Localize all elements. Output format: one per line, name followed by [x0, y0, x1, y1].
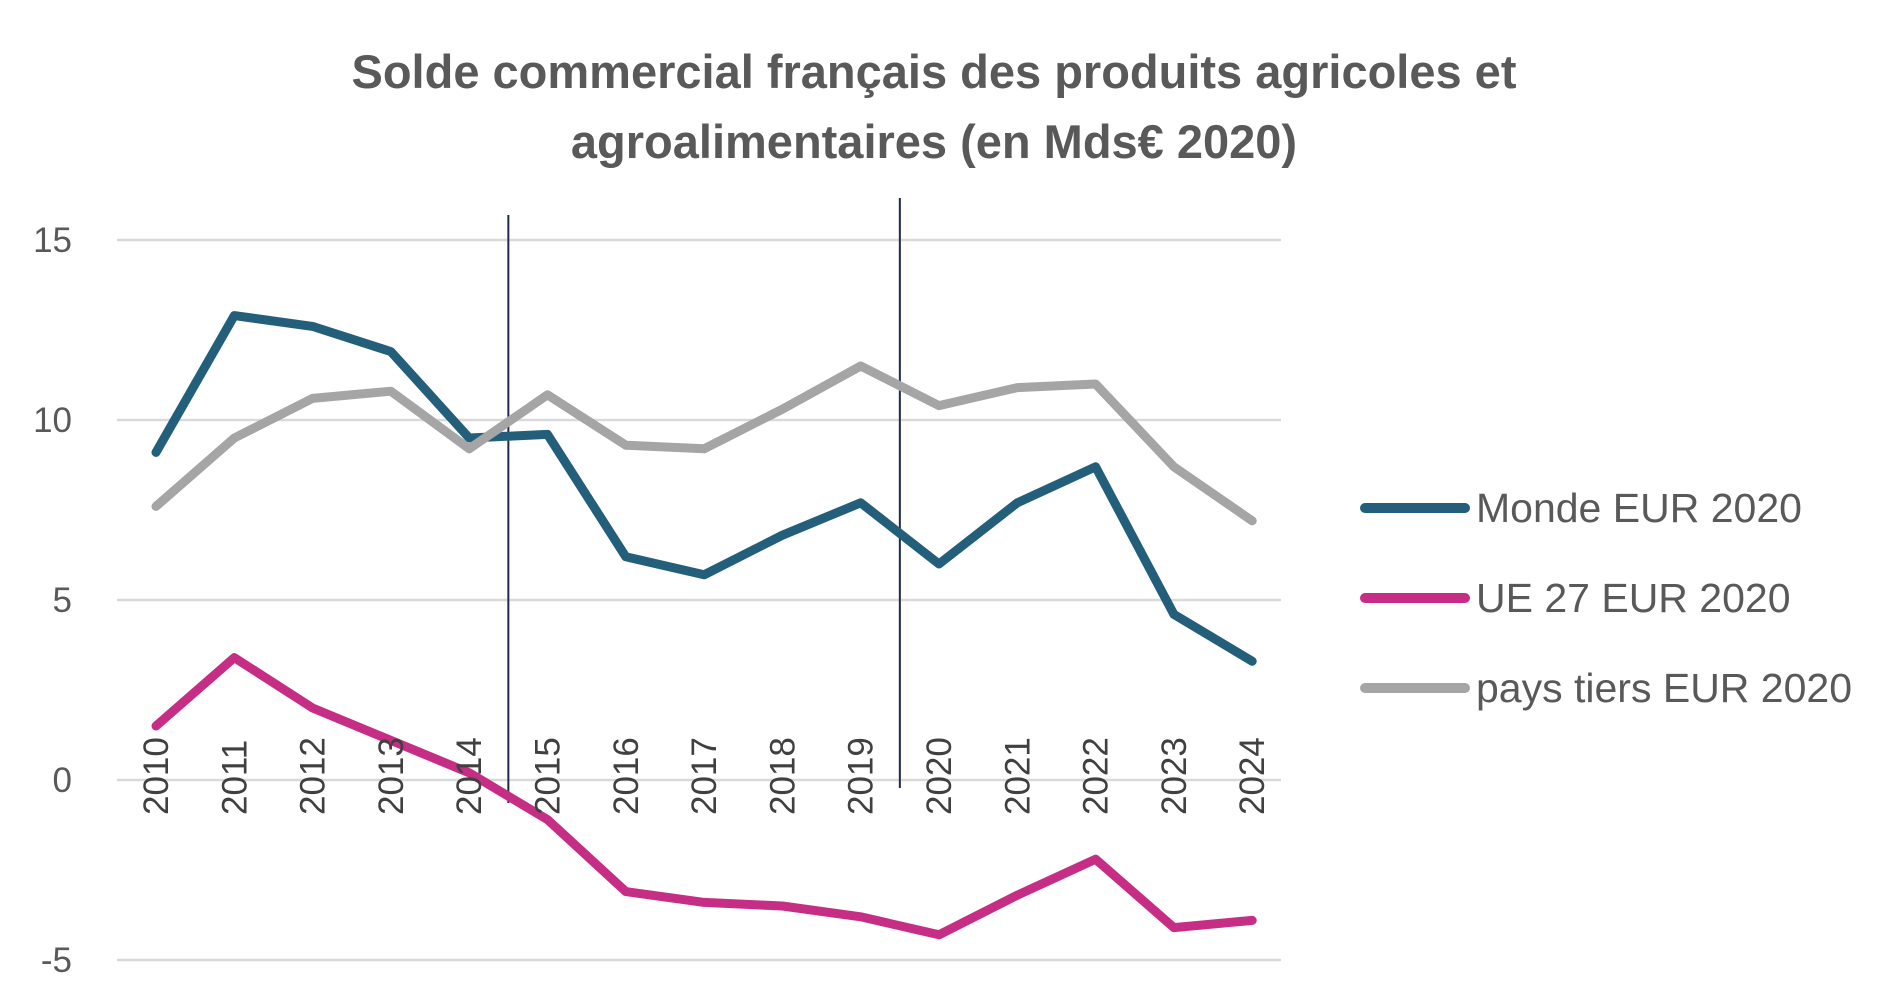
x-tick-label: 2012: [294, 737, 333, 815]
x-tick-label: 2013: [372, 737, 411, 815]
x-tick-label: 2017: [685, 737, 724, 815]
x-tick-label: 2011: [215, 740, 254, 815]
y-tick-label: 10: [33, 401, 72, 440]
x-tick-label: 2023: [1155, 737, 1194, 815]
x-tick-label: 2021: [998, 737, 1037, 815]
series-line: [151, 361, 1257, 526]
chart-title-line-2: agroalimentaires (en Mds€ 2020): [571, 115, 1297, 168]
x-tick-label: 2024: [1233, 737, 1272, 815]
chart-title-line-1: Solde commercial français des produits a…: [352, 45, 1517, 98]
y-tick-label: 0: [53, 761, 72, 800]
x-tick-label: 2019: [842, 737, 881, 815]
series-line: [151, 311, 1257, 666]
x-tick-label: 2020: [920, 737, 959, 815]
legend-label: pays tiers EUR 2020: [1476, 665, 1852, 711]
x-tick-label: 2016: [607, 737, 646, 815]
y-tick-label: 5: [53, 581, 72, 620]
y-tick-label: 15: [33, 221, 72, 260]
x-tick-label: 2015: [529, 737, 568, 815]
legend-label: UE 27 EUR 2020: [1476, 575, 1791, 621]
x-tick-label: 2018: [763, 737, 802, 815]
x-tick-label: 2014: [450, 737, 489, 815]
series-line: [151, 653, 1257, 940]
x-tick-label: 2022: [1077, 737, 1116, 815]
legend-label: Monde EUR 2020: [1476, 485, 1802, 531]
x-tick-label: 2010: [137, 737, 176, 815]
y-tick-label: -5: [41, 941, 72, 980]
